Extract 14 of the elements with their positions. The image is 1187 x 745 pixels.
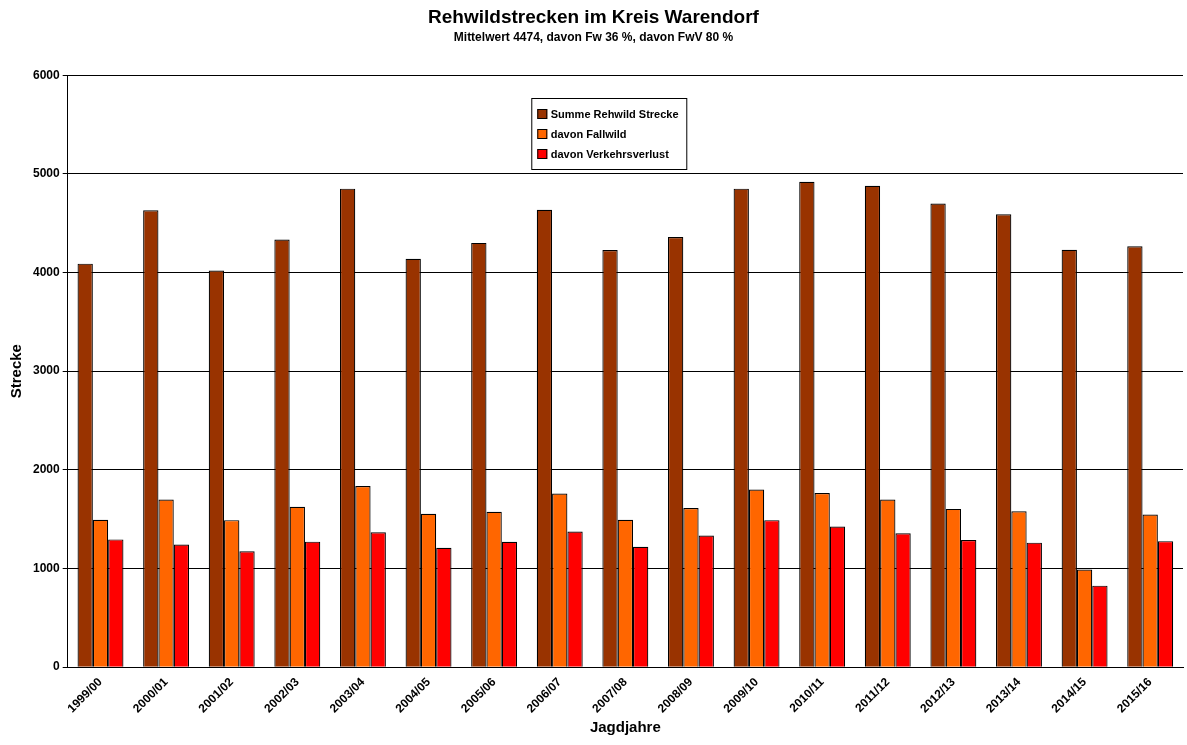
y-axis-title: Strecke [7,344,25,399]
legend-label: davon Verkehrsverlust [550,147,669,162]
chart-title: Rehwildstrecken im Kreis Warendorf [428,5,760,27]
legend-label: Summe Rehwild Strecke [550,107,679,122]
x-axis-title: Jagdjahre [589,718,661,736]
legend-label: davon Fallwild [550,127,627,142]
y-tick-label: 1000 [32,560,61,575]
y-tick-label: 0 [53,659,61,674]
y-tick-label: 5000 [32,166,61,181]
y-tick-label: 3000 [32,363,61,378]
chart-subtitle: Mittelwert 4474, davon Fw 36 %, davon FwV 80 % [453,30,734,45]
y-tick-label: 2000 [32,462,61,477]
y-tick-label: 6000 [32,67,61,82]
y-tick-label: 4000 [32,264,61,279]
